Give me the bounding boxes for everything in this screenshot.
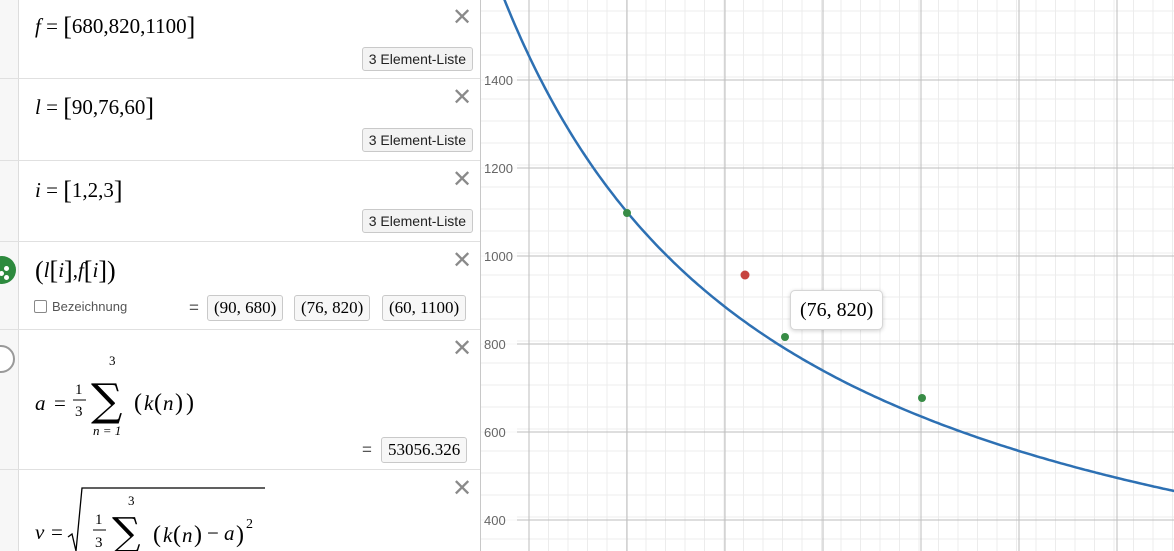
delete-expression-icon[interactable]: ✕ xyxy=(452,246,473,274)
frac-num: 1 xyxy=(95,512,103,528)
tick-label-bg xyxy=(481,248,517,264)
equals-sign: = xyxy=(54,391,66,415)
equals-sign: = xyxy=(51,520,63,544)
list-badge: 3 Element-Liste xyxy=(361,128,473,152)
point-label-tooltip: (76, 820) xyxy=(790,290,884,330)
x-list-name: l xyxy=(43,258,50,282)
tick-label-bg xyxy=(481,72,517,88)
paren: ( xyxy=(154,390,162,416)
y-axis-ticks: 1400 1200 1000 800 600 400 xyxy=(481,72,517,528)
delete-expression-icon[interactable]: ✕ xyxy=(452,83,473,111)
list-values: 1,2,3 xyxy=(71,178,114,202)
checkbox-label: Bezeichnung xyxy=(52,299,128,314)
math-i[interactable]: i = [1,2,3] xyxy=(35,176,123,205)
index-name: i xyxy=(92,258,99,282)
math-a[interactable]: a = 1 3 3 ∑ n = 1 ( k ( n ) ) xyxy=(30,344,230,444)
graph-svg[interactable]: 1400 1200 1000 800 600 400 xyxy=(481,0,1174,551)
equals-sign: = xyxy=(189,298,199,317)
tick-label-bg xyxy=(481,160,517,176)
paren: ) xyxy=(194,522,202,548)
delete-expression-icon[interactable]: ✕ xyxy=(452,165,473,193)
delete-expression-icon[interactable]: ✕ xyxy=(452,334,473,362)
exponent: 2 xyxy=(246,517,253,532)
checkbox-icon[interactable] xyxy=(34,300,47,313)
tick-label-bg xyxy=(481,336,517,352)
expression-row-a[interactable]: a = 1 3 3 ∑ n = 1 ( k ( n ) ) ✕ = 53056.… xyxy=(0,330,480,470)
math-l[interactable]: l = [90,76,60] xyxy=(35,93,155,122)
data-point xyxy=(623,209,631,217)
expression-list: f = [680,820,1100] ✕ 3 Element-Liste l =… xyxy=(0,0,480,551)
y-tick-label: 400 xyxy=(484,513,506,528)
paren: ) xyxy=(236,522,244,548)
frac-num: 1 xyxy=(75,382,83,398)
sqrt-icon xyxy=(67,487,265,551)
math-points[interactable]: (l[i],f[i]) xyxy=(35,256,116,285)
tick-label-bg xyxy=(481,512,517,528)
label-checkbox[interactable]: Bezeichnung xyxy=(34,299,127,314)
list-badge: 3 Element-Liste xyxy=(361,47,473,71)
y-tick-label: 1000 xyxy=(484,249,513,264)
graph-canvas[interactable]: 1400 1200 1000 800 600 400 (76, 820) xyxy=(480,0,1174,551)
sum-lower: n = 1 xyxy=(93,423,121,438)
list-values: 680,820,1100 xyxy=(71,14,187,38)
expression-row-v[interactable]: v = 1 3 3 ∑ ( k ( n ) − a ) 2 ✕ xyxy=(0,470,480,551)
mean-var: a xyxy=(224,521,235,545)
data-point xyxy=(918,394,926,402)
var-name: f xyxy=(35,14,41,38)
sum-upper: 3 xyxy=(128,493,135,508)
var-name: a xyxy=(35,391,46,415)
regression-curve[interactable] xyxy=(481,0,1174,493)
point-result: (60, 1100) xyxy=(382,295,467,321)
expression-row-i[interactable]: i = [1,2,3] ✕ 3 Element-Liste xyxy=(0,161,480,242)
point-style-icon[interactable] xyxy=(0,256,16,284)
fn-arg: n xyxy=(163,391,174,415)
expression-row-points[interactable]: (l[i],f[i]) ✕ Bezeichnung = (90, 680) (7… xyxy=(0,242,480,330)
expression-row-l[interactable]: l = [90,76,60] ✕ 3 Element-Liste xyxy=(0,79,480,161)
var-name: v xyxy=(35,520,45,544)
paren: ) xyxy=(186,390,194,416)
tick-label-bg xyxy=(481,424,517,440)
paren: ( xyxy=(134,390,142,416)
delete-expression-icon[interactable]: ✕ xyxy=(452,474,473,502)
slider-icon[interactable] xyxy=(0,345,15,373)
y-list-name: f xyxy=(77,258,84,282)
y-tick-label: 800 xyxy=(484,337,506,352)
sum-upper: 3 xyxy=(109,353,116,368)
list-values: 90,76,60 xyxy=(71,95,146,119)
index-name: i xyxy=(58,258,65,282)
point-result: (76, 820) xyxy=(294,295,371,321)
minus-sign: − xyxy=(207,521,219,545)
point-result: (90, 680) xyxy=(207,295,284,321)
data-points xyxy=(623,209,926,402)
math-f[interactable]: f = [680,820,1100] xyxy=(35,12,196,41)
frac-den: 3 xyxy=(95,535,103,551)
fn-name: k xyxy=(144,391,154,415)
fn-name: k xyxy=(163,523,173,547)
paren: ( xyxy=(173,522,181,548)
fn-arg: n xyxy=(182,523,193,547)
frac-den: 3 xyxy=(75,404,83,420)
y-tick-label: 1200 xyxy=(484,161,513,176)
mean-point xyxy=(740,270,750,280)
y-tick-label: 1400 xyxy=(484,73,513,88)
data-point xyxy=(781,333,789,341)
list-badge: 3 Element-Liste xyxy=(361,209,473,233)
mean-result: 53056.326 xyxy=(381,437,468,463)
paren: ( xyxy=(153,522,161,548)
y-tick-label: 600 xyxy=(484,425,506,440)
sigma-icon: ∑ xyxy=(91,375,122,426)
equals-sign: = xyxy=(362,440,372,459)
math-v[interactable]: v = 1 3 3 ∑ ( k ( n ) − a ) 2 xyxy=(30,482,280,551)
grid xyxy=(481,0,1174,551)
paren: ) xyxy=(175,390,183,416)
var-name: l xyxy=(35,95,41,119)
sigma-icon: ∑ xyxy=(112,510,141,551)
expression-row-f[interactable]: f = [680,820,1100] ✕ 3 Element-Liste xyxy=(0,0,480,79)
var-name: i xyxy=(35,178,41,202)
delete-expression-icon[interactable]: ✕ xyxy=(452,3,473,31)
